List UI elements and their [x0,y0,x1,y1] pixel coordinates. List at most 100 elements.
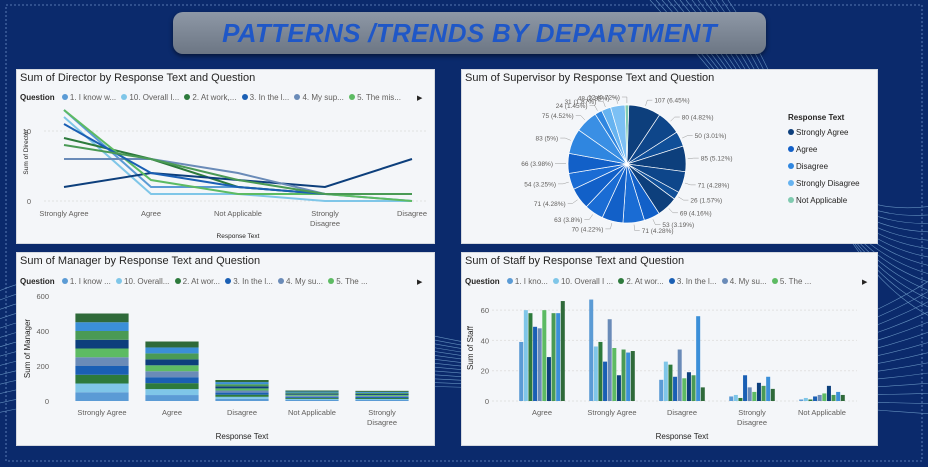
bar-segment[interactable] [285,399,339,401]
legend-item[interactable]: 2. At wor... [618,277,664,286]
bar[interactable] [546,357,551,401]
bar-segment[interactable] [75,357,129,366]
bar[interactable] [756,382,761,401]
bar-segment[interactable] [285,391,339,393]
bar-segment[interactable] [355,399,409,401]
bar[interactable] [696,316,701,401]
bar-segment[interactable] [145,359,199,366]
series-line[interactable] [63,144,412,195]
legend-item[interactable]: Agree [788,145,860,154]
bar[interactable] [542,310,547,401]
bar[interactable] [799,399,804,401]
legend-item[interactable]: 4. My sup... [294,93,344,102]
bar-segment[interactable] [285,393,339,395]
bar-segment[interactable] [215,390,269,393]
bar-segment[interactable] [285,398,339,400]
bar[interactable] [612,348,617,401]
legend-item[interactable]: 10. Overall... [116,277,169,286]
bar-segment[interactable] [355,395,409,397]
bar[interactable] [551,313,556,401]
legend-item[interactable]: Strongly Agree [788,128,860,137]
staff-chart-panel[interactable]: Sum of Staff by Response Text and Questi… [461,252,878,446]
bar-segment[interactable] [355,397,409,399]
bar[interactable] [533,326,538,401]
bar-segment[interactable] [145,395,199,401]
legend-item[interactable]: Strongly Disagree [788,179,860,188]
pie-slice[interactable] [624,104,630,165]
bar[interactable] [840,394,845,401]
bar-segment[interactable] [75,374,129,384]
bar[interactable] [682,378,687,401]
bar[interactable] [836,391,841,401]
bar-segment[interactable] [355,394,409,396]
bar-segment[interactable] [285,392,339,394]
bar[interactable] [700,387,705,401]
bar[interactable] [808,399,813,401]
legend-item[interactable]: 4. My su... [721,277,767,286]
legend-next-arrow-icon[interactable]: ▶ [417,279,423,286]
bar-segment[interactable] [145,389,199,396]
bar-segment[interactable] [215,388,269,391]
bar[interactable] [537,328,542,401]
bar[interactable] [743,375,748,401]
bar-segment[interactable] [355,392,409,394]
bar-segment[interactable] [145,371,199,378]
bar[interactable] [813,396,818,401]
bar-segment[interactable] [215,380,269,383]
bar-segment[interactable] [285,395,339,397]
bar[interactable] [630,351,635,401]
bar-segment[interactable] [355,398,409,400]
bar-segment[interactable] [355,393,409,395]
bar[interactable] [589,299,594,401]
bar[interactable] [556,313,561,401]
bar[interactable] [560,301,565,401]
bar[interactable] [831,394,836,401]
bar[interactable] [528,313,533,401]
bar-segment[interactable] [285,390,339,392]
bar[interactable] [729,396,734,401]
bar[interactable] [803,397,808,401]
legend-item[interactable]: 5. The ... [771,277,811,286]
supervisor-chart-panel[interactable]: Sum of Supervisor by Response Text and Q… [461,69,878,244]
legend-item[interactable]: 10. Overall I... [121,93,179,102]
bar[interactable] [677,349,682,401]
bar[interactable] [686,372,691,401]
bar[interactable] [733,394,738,401]
bar[interactable] [616,375,621,401]
bar-segment[interactable] [145,377,199,384]
bar[interactable] [738,397,743,401]
bar-segment[interactable] [75,339,129,349]
legend-item[interactable]: 2. At wor... [174,277,220,286]
legend-item[interactable]: 5. The mis... [349,93,401,102]
bar-segment[interactable] [145,347,199,354]
bar-segment[interactable] [215,386,269,389]
bar-segment[interactable] [215,396,269,399]
bar-segment[interactable] [145,353,199,360]
bar-segment[interactable] [75,313,129,323]
bar[interactable] [822,393,827,401]
bar[interactable] [621,349,626,401]
bar[interactable] [691,375,696,401]
bar-segment[interactable] [75,322,129,331]
bar[interactable] [770,388,775,401]
bar-segment[interactable] [145,341,199,348]
manager-chart-panel[interactable]: Sum of Manager by Response Text and Ques… [16,252,435,446]
bar-segment[interactable] [215,384,269,387]
bar[interactable] [766,376,771,401]
legend-item[interactable]: Disagree [788,162,860,171]
legend-item[interactable]: 4. My su... [278,277,323,286]
bar[interactable] [817,394,822,401]
legend-item[interactable]: 2. At work,... [184,93,236,102]
legend-item[interactable]: 10. Overall I ... [553,277,613,286]
bar-segment[interactable] [145,383,199,390]
legend-next-arrow-icon[interactable]: ▶ [417,95,423,102]
bar-segment[interactable] [75,366,129,375]
director-chart-panel[interactable]: Sum of Director by Response Text and Que… [16,69,435,244]
bar[interactable] [747,387,752,401]
bar-segment[interactable] [355,396,409,398]
bar[interactable] [663,361,668,401]
bar-segment[interactable] [355,391,409,393]
bar[interactable] [519,341,524,401]
bar-segment[interactable] [215,398,269,401]
bar[interactable] [826,385,831,401]
